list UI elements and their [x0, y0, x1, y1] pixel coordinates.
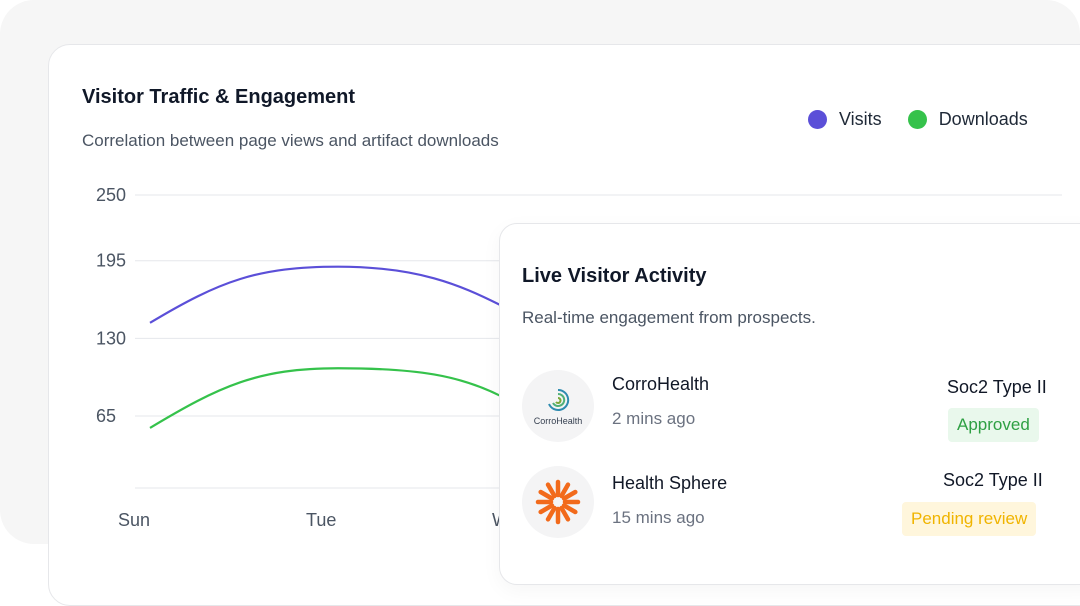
document-name: Soc2 Type II	[947, 377, 1047, 397]
y-tick-label: 65	[96, 406, 116, 426]
sun-ray	[545, 505, 557, 522]
avatar-corrohealth: CorroHealth	[522, 370, 594, 442]
legend-item-downloads[interactable]: Downloads	[907, 109, 1028, 130]
document-name: Soc2 Type II	[943, 470, 1043, 490]
legend-item-visits[interactable]: Visits	[808, 109, 882, 130]
visitor-name[interactable]: CorroHealth	[612, 374, 710, 394]
card-title: Visitor Traffic & Engagement	[82, 86, 356, 108]
x-tick-label: Tue	[306, 510, 336, 530]
sun-ray	[559, 505, 571, 522]
sun-ray	[538, 489, 555, 501]
series-line-downloads	[149, 367, 501, 429]
activity-subtitle: Real-time engagement from prospects.	[522, 308, 816, 327]
y-tick-label: 130	[96, 328, 126, 348]
visitor-name[interactable]: Health Sphere	[612, 473, 728, 493]
status-badge: Approved	[948, 408, 1039, 442]
activity-title: Live Visitor Activity	[522, 265, 707, 287]
sun-ray	[538, 503, 555, 515]
sun-ray	[545, 482, 557, 499]
series-line-visits	[149, 265, 501, 324]
legend-dot-downloads	[907, 110, 927, 129]
visit-time: 15 mins ago	[612, 508, 705, 527]
card-subtitle: Correlation between page views and artif…	[82, 131, 499, 150]
x-tick-label: Sun	[118, 510, 150, 530]
chart-legend: Visits Downloads	[808, 109, 1042, 130]
health-sphere-logo-icon	[535, 479, 581, 525]
avatar-health-sphere	[522, 466, 594, 538]
legend-label-visits: Visits	[839, 109, 882, 129]
avatar-label: CorroHealth	[533, 416, 583, 426]
status-badge: Pending review	[902, 502, 1037, 536]
corrohealth-logo-icon	[548, 388, 570, 411]
visit-time: 2 mins ago	[612, 409, 696, 428]
sun-ray	[561, 489, 578, 501]
legend-dot-visits	[808, 110, 827, 129]
y-tick-label: 250	[96, 185, 126, 205]
sun-ray	[559, 482, 571, 499]
legend-label-downloads: Downloads	[938, 109, 1028, 129]
y-tick-label: 195	[96, 251, 126, 271]
sun-ray	[561, 503, 578, 515]
